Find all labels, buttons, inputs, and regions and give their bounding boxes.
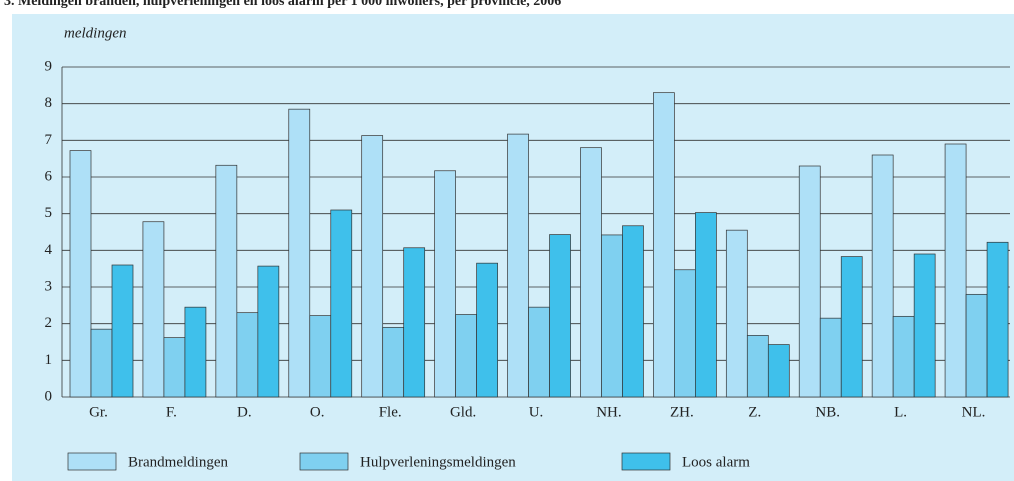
x-tick-label: Gr. [89, 404, 108, 420]
bar [549, 234, 571, 398]
bar [382, 326, 405, 398]
bar [403, 247, 426, 398]
bar [986, 241, 1009, 398]
y-tick-label: 0 [45, 388, 53, 404]
bar [142, 221, 165, 398]
x-tick-label: NH. [596, 404, 621, 420]
bar [111, 264, 134, 398]
bar [236, 312, 259, 398]
bar [163, 337, 186, 398]
y-tick-label: 4 [45, 242, 53, 258]
bar [725, 229, 748, 398]
x-tick-label: Z. [748, 404, 761, 420]
bar [184, 306, 207, 398]
bar [965, 293, 988, 398]
bar [653, 92, 675, 398]
y-tick-label: 8 [45, 95, 53, 111]
x-tick-label: D. [237, 404, 252, 420]
x-tick-label: U. [529, 404, 544, 420]
y-axis-label: meldingen [64, 25, 126, 41]
bar [746, 335, 769, 398]
bar [695, 212, 717, 398]
bar [944, 143, 967, 398]
legend-label: Brandmeldingen [128, 454, 228, 470]
bar [798, 165, 821, 398]
bar [892, 315, 915, 398]
legend-swatch [621, 452, 671, 471]
bar [434, 170, 456, 398]
x-tick-label: NB. [815, 404, 840, 420]
y-tick-label: 2 [45, 315, 53, 331]
bar [819, 317, 842, 398]
legend-swatch [299, 452, 349, 471]
bar [455, 314, 477, 398]
bar [90, 328, 113, 398]
y-tick-label: 1 [45, 352, 53, 368]
bar [361, 135, 384, 398]
bar [674, 269, 696, 398]
bar [215, 164, 238, 398]
y-tick-label: 9 [45, 58, 53, 74]
y-tick-label: 6 [45, 168, 53, 184]
bar [288, 108, 311, 398]
x-tick-label: Fle. [379, 404, 402, 420]
x-tick-label: L. [894, 404, 907, 420]
legend-swatch [67, 452, 117, 471]
legend-label: Loos alarm [682, 454, 750, 470]
bar [69, 150, 92, 398]
bar [309, 315, 332, 398]
x-tick-label: Gld. [450, 404, 476, 420]
y-tick-label: 5 [45, 205, 53, 221]
x-tick-label: F. [166, 404, 177, 420]
x-tick-label: NL. [962, 404, 986, 420]
bar [528, 306, 550, 398]
x-tick-label: O. [310, 404, 325, 420]
y-tick-label: 7 [45, 132, 53, 148]
bar [840, 256, 863, 398]
bar [871, 154, 894, 398]
legend-label: Hulpverleningsmeldingen [360, 454, 516, 470]
bar [601, 234, 623, 398]
bar [767, 344, 790, 398]
x-tick-label: ZH. [670, 404, 694, 420]
bar [330, 209, 353, 398]
bar [622, 225, 644, 398]
bar [476, 262, 498, 398]
bar [580, 147, 602, 398]
y-tick-label: 3 [45, 278, 53, 294]
chart-title: 3. Meldingen branden, hulpverleningen en… [4, 0, 561, 9]
bar [257, 265, 280, 398]
bar [507, 133, 529, 398]
bar [913, 253, 936, 398]
